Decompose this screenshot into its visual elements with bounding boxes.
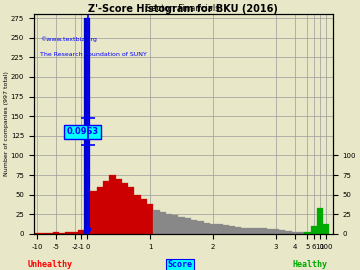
Bar [46, 233, 53, 234]
Bar [90, 191, 97, 234]
Text: Healthy: Healthy [292, 260, 327, 269]
Bar [172, 215, 179, 234]
Text: Sector: Financials: Sector: Financials [147, 4, 220, 13]
Bar [59, 233, 65, 234]
Bar [298, 232, 304, 234]
Bar [153, 210, 159, 234]
Bar [65, 232, 72, 234]
Bar [128, 187, 134, 234]
Bar [254, 228, 260, 234]
Bar [116, 179, 122, 234]
Bar [134, 195, 141, 234]
Bar [72, 232, 78, 234]
Bar [97, 187, 103, 234]
Bar [103, 181, 109, 234]
Bar [216, 224, 222, 234]
Bar [229, 226, 235, 234]
Bar [141, 199, 147, 234]
Bar [222, 225, 229, 234]
Bar [248, 228, 254, 234]
Bar [34, 233, 40, 234]
Bar [122, 183, 128, 234]
Bar [285, 231, 292, 234]
Text: Unhealthy: Unhealthy [28, 260, 73, 269]
Bar [179, 217, 185, 234]
Bar [53, 232, 59, 234]
Text: The Research Foundation of SUNY: The Research Foundation of SUNY [40, 52, 147, 57]
Title: Z'-Score Histogram for BKU (2016): Z'-Score Histogram for BKU (2016) [88, 4, 278, 14]
Bar [311, 226, 317, 234]
Bar [185, 218, 191, 234]
Bar [273, 229, 279, 234]
Bar [242, 228, 248, 234]
Text: ©www.textbiz.org: ©www.textbiz.org [40, 36, 96, 42]
Bar [317, 208, 323, 234]
Bar [204, 223, 210, 234]
Bar [147, 204, 153, 234]
Bar [84, 18, 90, 234]
Text: 0.0963: 0.0963 [66, 127, 98, 136]
Bar [78, 230, 84, 234]
Text: Score: Score [167, 260, 193, 269]
Bar [292, 232, 298, 234]
Bar [197, 221, 204, 234]
Bar [304, 232, 311, 234]
Bar [323, 224, 329, 234]
Bar [166, 214, 172, 234]
Bar [109, 175, 116, 234]
Bar [191, 220, 197, 234]
Bar [279, 230, 285, 234]
Bar [210, 224, 216, 234]
Bar [40, 233, 46, 234]
Bar [266, 229, 273, 234]
Bar [159, 212, 166, 234]
Bar [260, 228, 266, 234]
Bar [235, 227, 242, 234]
Y-axis label: Number of companies (997 total): Number of companies (997 total) [4, 72, 9, 177]
